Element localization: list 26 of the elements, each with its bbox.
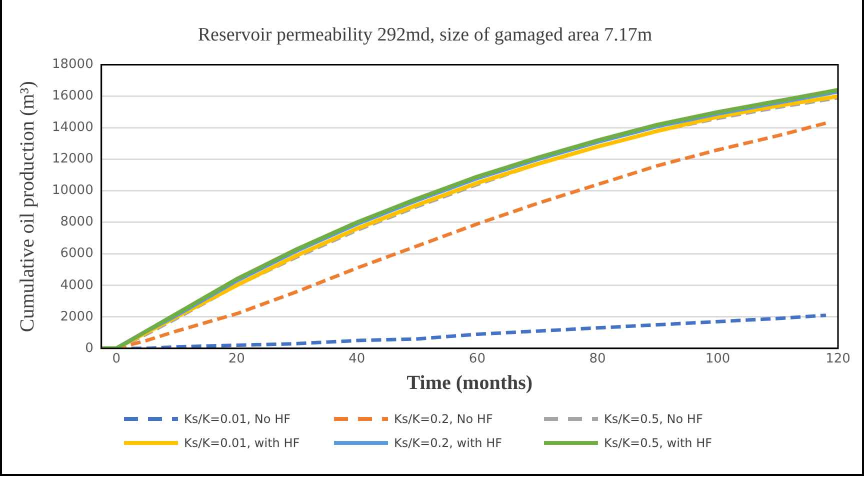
y-axis-title: Cumulative oil production (m³) [16,81,38,332]
x-tick-label: 120 [826,352,850,367]
y-tick-label: 14000 [52,120,94,136]
x-tick-label: 80 [589,352,606,367]
legend-label: Ks/K=0.01, No HF [184,412,290,426]
y-tick-label: 16000 [52,88,94,104]
y-tick-label: 18000 [52,57,94,72]
x-axis-title: Time (months) [406,372,533,394]
y-tick-label: 8000 [60,214,94,230]
y-tick-label: 10000 [52,183,94,198]
x-tick-label: 20 [228,352,245,367]
y-tick-label: 2000 [60,309,94,324]
legend-label: Ks/K=0.5, No HF [604,412,703,426]
x-tick-label: 40 [348,352,366,367]
x-tick-label: 100 [705,352,730,367]
legend-label: Ks/K=0.2, with HF [394,436,502,450]
legend-label: Ks/K=0.01, with HF [184,436,300,450]
y-tick-label: 6000 [60,246,94,262]
y-tick-label: 0 [85,340,94,356]
legend-label: Ks/K=0.2, No HF [394,412,493,426]
y-tick-label: 4000 [60,278,94,293]
legend-label: Ks/K=0.5, with HF [604,436,712,450]
y-tick-label: 12000 [52,152,94,167]
x-tick-label: 60 [468,352,486,367]
x-tick-label: 0 [112,352,121,367]
chart-title: Reservoir permeability 292md, size of gamaged area 7.17m [198,24,652,46]
